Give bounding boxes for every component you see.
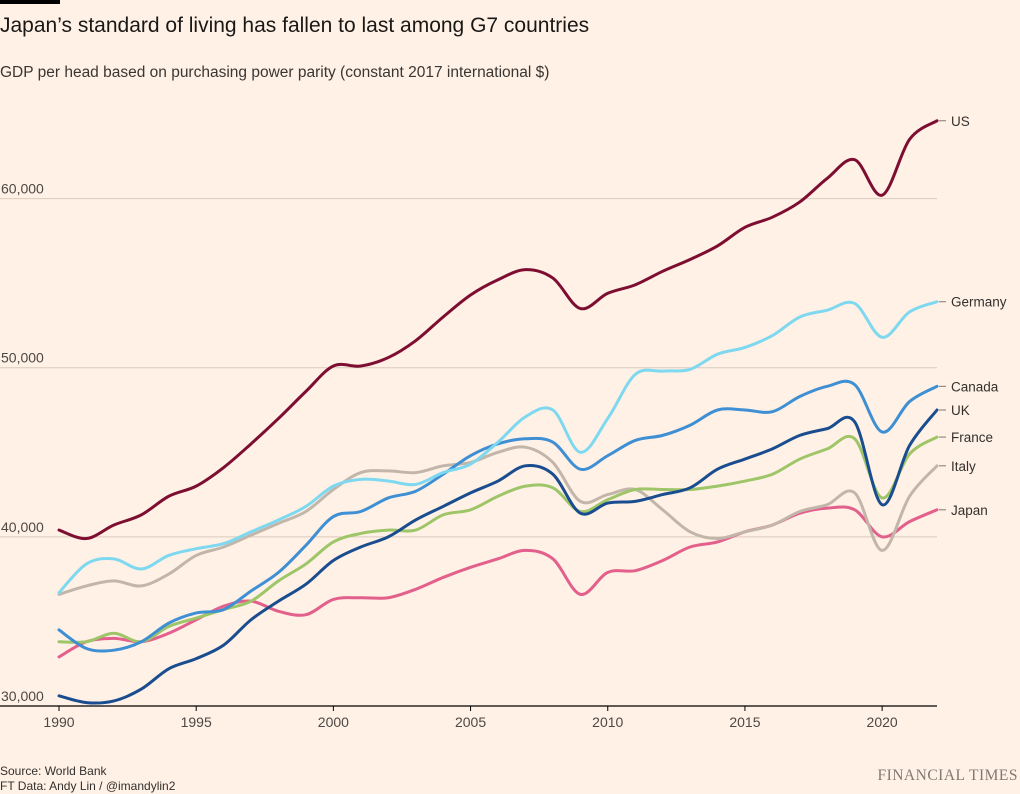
source-note: Source: World Bank [0,764,107,778]
series-line-france [57,434,939,644]
x-tick-label: 1990 [43,714,74,730]
y-tick-label: 60,000 [1,181,44,197]
series-label-italy: Italy [951,459,976,474]
y-tick-label: 30,000 [1,688,44,704]
x-tick-label: 2020 [867,714,898,730]
series-label-us: US [951,114,970,129]
series-line-italy [57,445,939,596]
x-tick-label: 1995 [181,714,212,730]
series-line-japan [57,505,939,659]
series-line-germany [57,300,939,595]
series-line-canada [57,379,939,653]
credit-note: FT Data: Andy Lin / @imandylin2 [0,779,176,793]
x-tick-label: 2015 [729,714,760,730]
series-label-canada: Canada [951,379,999,394]
chart-title: Japan’s standard of living has fallen to… [0,14,590,37]
ft-logo: FINANCIAL TIMES [877,767,1018,784]
brand-accent-bar [0,0,60,4]
y-tick-label: 40,000 [1,519,44,535]
series-label-germany: Germany [951,295,1007,310]
series-line-uk [57,408,939,705]
series-label-japan: Japan [951,503,988,518]
y-tick-label: 50,000 [1,350,44,366]
x-tick-label: 2010 [592,714,623,730]
series-label-uk: UK [951,403,970,418]
series-line-us [57,119,939,541]
series-label-france: France [951,430,993,445]
x-tick-label: 2000 [318,714,349,730]
x-tick-label: 2005 [455,714,486,730]
chart-subtitle: GDP per head based on purchasing power p… [0,64,550,81]
